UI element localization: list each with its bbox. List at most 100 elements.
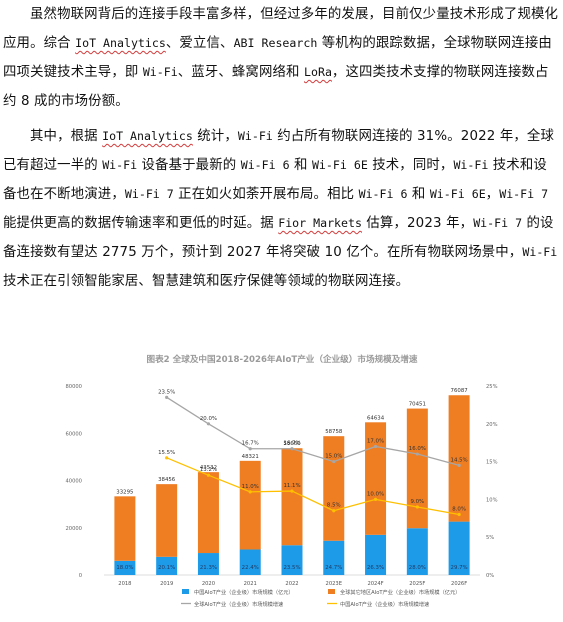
p2-text-6: 技术，同时， (367, 158, 454, 173)
bar-china-segment (114, 560, 136, 575)
term-wifi-6: Wi-Fi 6 (240, 158, 290, 172)
bar-rest-of-world-segment (114, 496, 136, 561)
bar-china-segment (365, 534, 387, 575)
bar-china-segment (197, 553, 219, 575)
x-tick-label: 2024F (367, 581, 383, 587)
x-tick-label: 2022 (285, 581, 298, 587)
growth-point (332, 509, 336, 513)
growth-point (248, 447, 252, 451)
growth-point (415, 505, 419, 509)
growth-point (206, 422, 211, 426)
p2-text-11: 能提供更高的数据传输速率和更低的时延。据 (3, 216, 279, 231)
growth-label: 16.7% (242, 441, 259, 447)
x-tick-label: 2026F (451, 581, 467, 587)
bar-share-label: 18.0% (116, 565, 133, 571)
growth-label: 15.5% (158, 450, 175, 456)
y-right-tick-label: 25% (486, 384, 498, 390)
bar-total-label: 38456 (158, 477, 176, 483)
p1-text-5: ，这四类技术支撑的物联网连接数占约 8 成的市场份额。 (3, 65, 549, 109)
bar-total-label: 58758 (325, 429, 343, 435)
growth-label: 17.0% (367, 438, 384, 444)
global-growth-line (166, 396, 460, 467)
term-wifi-6: Wi-Fi 6 (358, 187, 408, 201)
p1-text-2: 、爱立信、 (165, 36, 234, 51)
growth-point (248, 490, 252, 494)
p2-text-7: 技术和设备也在不断地演进， (3, 158, 547, 202)
y-right-tick-label: 0% (486, 573, 494, 579)
bar-china-segment (406, 528, 428, 575)
y-right-tick-label: 5% (486, 535, 494, 541)
chart-svg: 图表2 全球及中国2018-2026年AIoT产业（企业级）市场规模及增速 0 2… (65, 353, 498, 608)
growth-label: 8.5% (327, 503, 341, 509)
legend-entry: 中国AIoT产业（企业级）市场规模增速 (340, 600, 429, 608)
term-fior-markets: Fior Markets (278, 216, 362, 230)
x-tick-label: 2018 (118, 581, 131, 587)
p2-text-9: 和 (407, 187, 430, 202)
legend-swatch (328, 589, 335, 594)
aiot-market-chart: 图表2 全球及中国2018-2026年AIoT产业（企业级）市场规模及增速 0 2… (60, 346, 505, 618)
bar-china-segment (448, 521, 470, 575)
term-iot-analytics: IoT Analytics (102, 129, 193, 143)
term-wifi-7: Wi-Fi 7 (473, 216, 523, 230)
growth-point (165, 395, 169, 399)
chart-title: 图表2 全球及中国2018-2026年AIoT产业（企业级）市场规模及增速 (146, 353, 417, 365)
p2-text-12: 估算，2023 年， (361, 216, 474, 231)
bar-share-label: 20.1% (158, 565, 175, 571)
bar-total-label: 33295 (116, 489, 133, 495)
p2-text-14: 技术正在引领智能家居、智慧建筑和医疗保健等领域的物联网连接。 (3, 274, 410, 289)
term-abi-research: ABI Research (233, 36, 318, 50)
p2-text-3: 约占所有物联网连接的 31%。2022 年，全球已有超过一半的 (3, 129, 555, 173)
growth-label: 15.0% (325, 454, 342, 460)
growth-point (290, 489, 294, 493)
growth-point (457, 463, 461, 467)
growth-label: 8.0% (452, 507, 466, 513)
bar-share-label: 21.3% (200, 565, 217, 571)
term-wifi: Wi-Fi (453, 158, 489, 172)
x-tick-label: 2020 (202, 581, 215, 587)
legend-entry: 中国AIoT产业（企业级）市场规模（亿元） (194, 588, 294, 596)
growth-point (373, 497, 378, 501)
p2-text-1: 其中，根据 (30, 129, 103, 144)
growth-point (332, 460, 336, 464)
bar-china-segment (323, 540, 345, 575)
term-iot-analytics: IoT Analytics (75, 36, 166, 50)
p1-text-3: 等机构的跟踪数据，全球物联网连接由四项关键技术主导，即 (3, 36, 552, 80)
bar-rest-of-world-segment (323, 436, 345, 541)
china-growth-line (166, 457, 460, 516)
bar-share-label: 26.3% (367, 565, 384, 571)
bar-total-label: 43532 (200, 465, 217, 471)
bar-rest-of-world-segment (448, 395, 470, 522)
p2-text-8: 正在如火如荼开展布局。相比 (173, 187, 359, 202)
bar-rest-of-world-segment (365, 422, 387, 535)
term-wifi: Wi-Fi (102, 158, 138, 172)
bar-total-label: 76087 (451, 388, 468, 394)
p2-text-13: 的设备连接数有望达 2775 万个，预计到 2027 年将突破 10 亿个。在所… (3, 216, 554, 260)
growth-point (457, 512, 461, 517)
p2-text-10: ， (485, 187, 500, 202)
x-tick-label: 2025F (409, 581, 425, 587)
y-right-tick-label: 20% (486, 422, 498, 428)
p1-text-4: 、蓝牙、蜂窝网络和 (177, 65, 304, 80)
bar-share-label: 24.7% (325, 565, 342, 571)
y-left-tick-label: 80000 (65, 384, 82, 390)
legend-entry: 全球其它地区AIoT产业（企业级）市场规模（亿元） (340, 588, 460, 596)
growth-label: 16.0% (409, 446, 426, 452)
term-lora: LoRa (304, 65, 332, 79)
growth-label: 10.0% (367, 491, 384, 497)
bar-total-label: 48321 (242, 454, 259, 460)
p2-text-5: 和 (289, 158, 312, 173)
p1-text-1: 虽然物联网背后的连接手段丰富多样，但经过多年的发展，目前仅少量技术形成了规模化应… (3, 7, 559, 51)
y-right-tick-label: 10% (486, 497, 498, 503)
p2-text-4: 设备基于最新的 (137, 158, 241, 173)
growth-point (165, 456, 169, 460)
paragraph-1: 虽然物联网背后的连接手段丰富多样，但经过多年的发展，目前仅少量技术形成了规模化应… (3, 0, 559, 116)
growth-label: 13.2% (200, 467, 217, 473)
bar-share-label: 22.4% (242, 565, 259, 571)
y-left-tick-label: 20000 (65, 526, 82, 532)
bar-rest-of-world-segment (281, 448, 303, 546)
x-tick-label: 2023E (326, 581, 342, 587)
growth-label: 11.1% (283, 483, 300, 489)
y-left-tick-label: 40000 (65, 479, 82, 485)
legend-swatch (182, 589, 189, 594)
bar-total-label: 70451 (409, 402, 426, 408)
